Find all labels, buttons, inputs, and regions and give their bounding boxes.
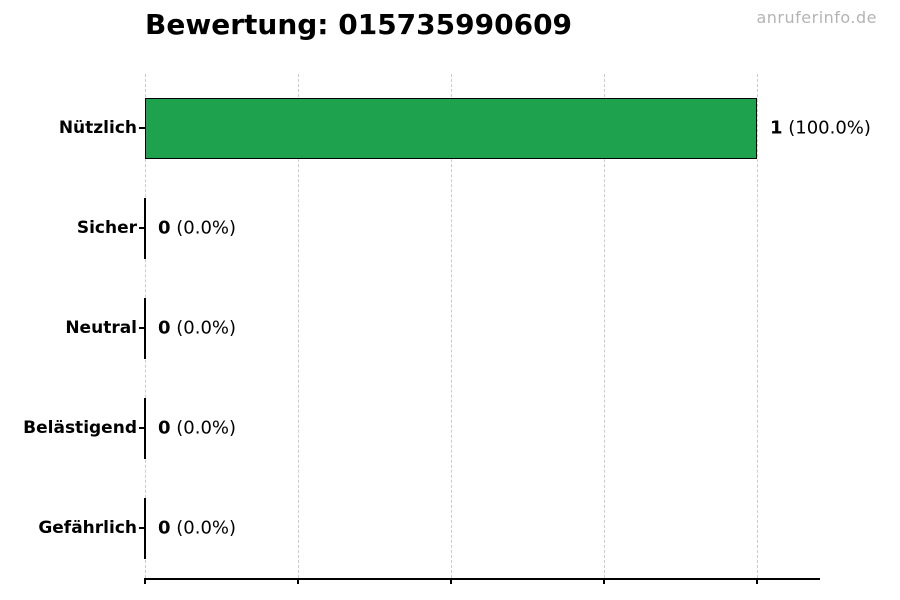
plot-area: 1 (100.0%) 0 (0.0%) 0 (0.0%) 0 (0.0%) 0 (0.0…: [144, 70, 871, 584]
category-label-n-tzlich: Nützlich: [58, 118, 137, 138]
gridline: [603, 74, 605, 578]
value-percent: (0.0%): [170, 517, 237, 539]
gridline: [756, 74, 758, 578]
value-percent: (0.0%): [170, 217, 237, 239]
value-label: 0 (0.0%): [158, 518, 236, 539]
value-percent: (0.0%): [170, 317, 237, 339]
value-label: 1 (100.0%): [770, 118, 871, 139]
y-axis-tick: [139, 527, 146, 529]
watermark-text: anruferinfo.de: [756, 8, 877, 27]
value-count: 0: [158, 417, 171, 439]
x-axis-tick: [450, 578, 452, 584]
gridline: [297, 74, 299, 578]
y-axis-tick: [139, 327, 146, 329]
bar-n-tzlich: [145, 97, 757, 159]
category-label-bel-stigend: Belästigend: [23, 418, 137, 438]
y-axis-tick: [139, 427, 146, 429]
y-axis-tick: [139, 127, 146, 129]
x-axis-tick: [603, 578, 605, 584]
value-count: 0: [158, 517, 171, 539]
x-axis-tick: [297, 578, 299, 584]
value-percent: (0.0%): [170, 417, 237, 439]
value-label: 0 (0.0%): [158, 418, 236, 439]
value-label: 0 (0.0%): [158, 218, 236, 239]
value-count: 1: [770, 117, 783, 139]
value-percent: (100.0%): [782, 117, 871, 139]
x-axis-tick: [756, 578, 758, 584]
gridline: [450, 74, 452, 578]
category-label-gef-hrlich: Gefährlich: [38, 518, 137, 538]
x-axis-tick: [144, 578, 146, 584]
value-count: 0: [158, 217, 171, 239]
category-label-neutral: Neutral: [65, 318, 137, 338]
category-label-sicher: Sicher: [76, 218, 137, 238]
y-axis-tick: [139, 227, 146, 229]
chart-title: Bewertung: 015735990609: [145, 8, 573, 41]
value-label: 0 (0.0%): [158, 318, 236, 339]
value-count: 0: [158, 317, 171, 339]
